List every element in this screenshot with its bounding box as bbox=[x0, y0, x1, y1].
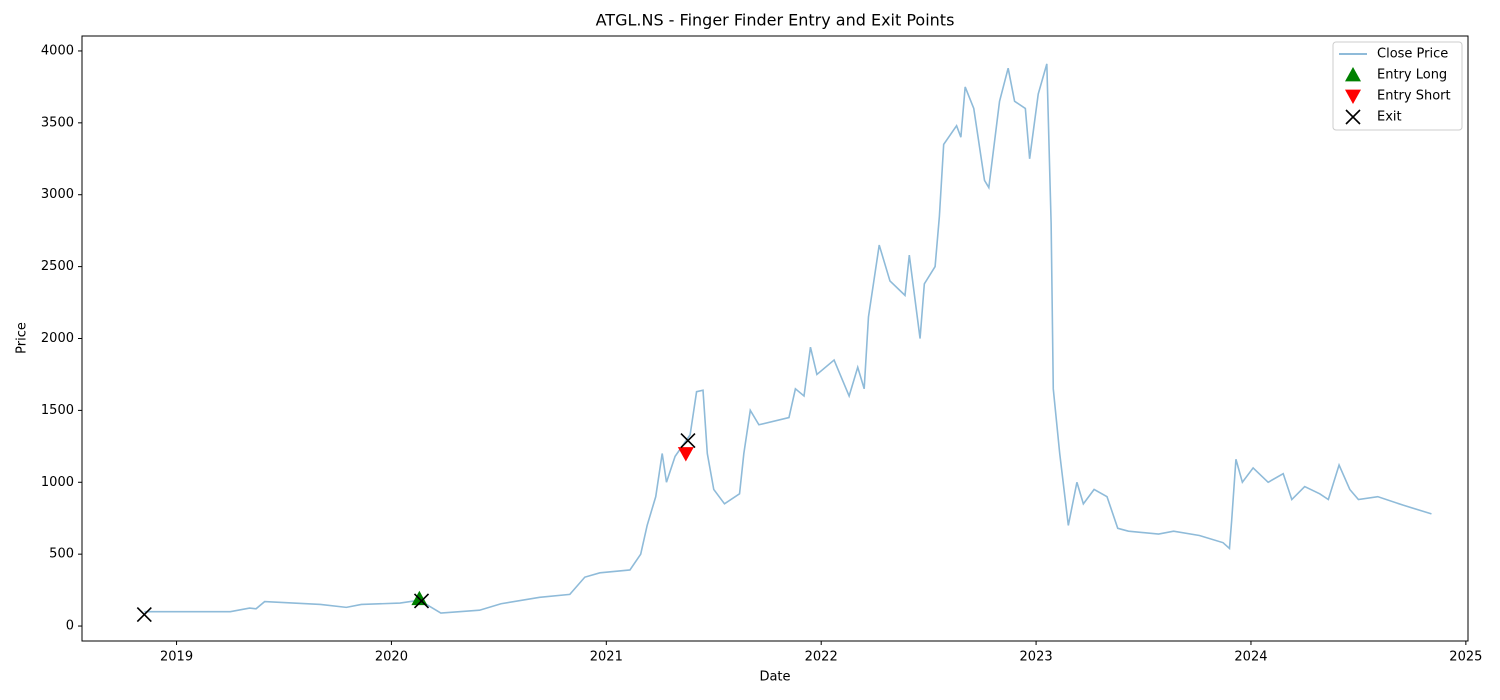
y-tick-label: 1000 bbox=[41, 475, 74, 490]
marker-exit bbox=[413, 593, 430, 609]
legend-swatch bbox=[1345, 67, 1361, 82]
legend-label: Entry Short bbox=[1377, 89, 1451, 104]
y-tick-label: 4000 bbox=[41, 43, 74, 58]
y-tick-label: 2000 bbox=[41, 331, 74, 346]
legend-label: Exit bbox=[1377, 110, 1402, 125]
legend: Close Price Entry Long Entry Short Exit bbox=[1332, 41, 1463, 131]
y-tick-label: 2500 bbox=[41, 259, 74, 274]
marker-entry-short bbox=[677, 447, 694, 462]
y-tick-label: 3500 bbox=[41, 115, 74, 130]
legend-label: Entry Long bbox=[1377, 68, 1447, 83]
y-tick-label: 500 bbox=[49, 547, 74, 562]
x-tick-label: 2019 bbox=[160, 650, 193, 665]
y-axis-label: Price bbox=[15, 322, 30, 354]
legend-label: Close Price bbox=[1377, 47, 1448, 62]
x-axis-label: Date bbox=[759, 670, 790, 685]
plot-frame bbox=[81, 35, 1469, 642]
legend-box bbox=[1332, 41, 1463, 131]
x-tick-label: 2020 bbox=[375, 650, 408, 665]
marker-exit bbox=[680, 433, 696, 449]
x-tick-label: 2024 bbox=[1234, 650, 1267, 665]
price-line bbox=[144, 63, 1432, 614]
x-tick-label: 2022 bbox=[805, 650, 838, 665]
chart-title: ATGL.NS - Finger Finder Entry and Exit P… bbox=[596, 11, 955, 30]
y-tick-label: 3000 bbox=[41, 187, 74, 202]
legend-swatch bbox=[1345, 109, 1361, 125]
y-tick-label: 0 bbox=[66, 619, 74, 634]
x-tick-label: 2023 bbox=[1020, 650, 1053, 665]
x-tick-label: 2021 bbox=[590, 650, 623, 665]
legend-swatch bbox=[1345, 89, 1361, 104]
y-tick-label: 1500 bbox=[41, 403, 74, 418]
x-tick-label: 2025 bbox=[1449, 650, 1482, 665]
marker-exit bbox=[136, 606, 152, 623]
